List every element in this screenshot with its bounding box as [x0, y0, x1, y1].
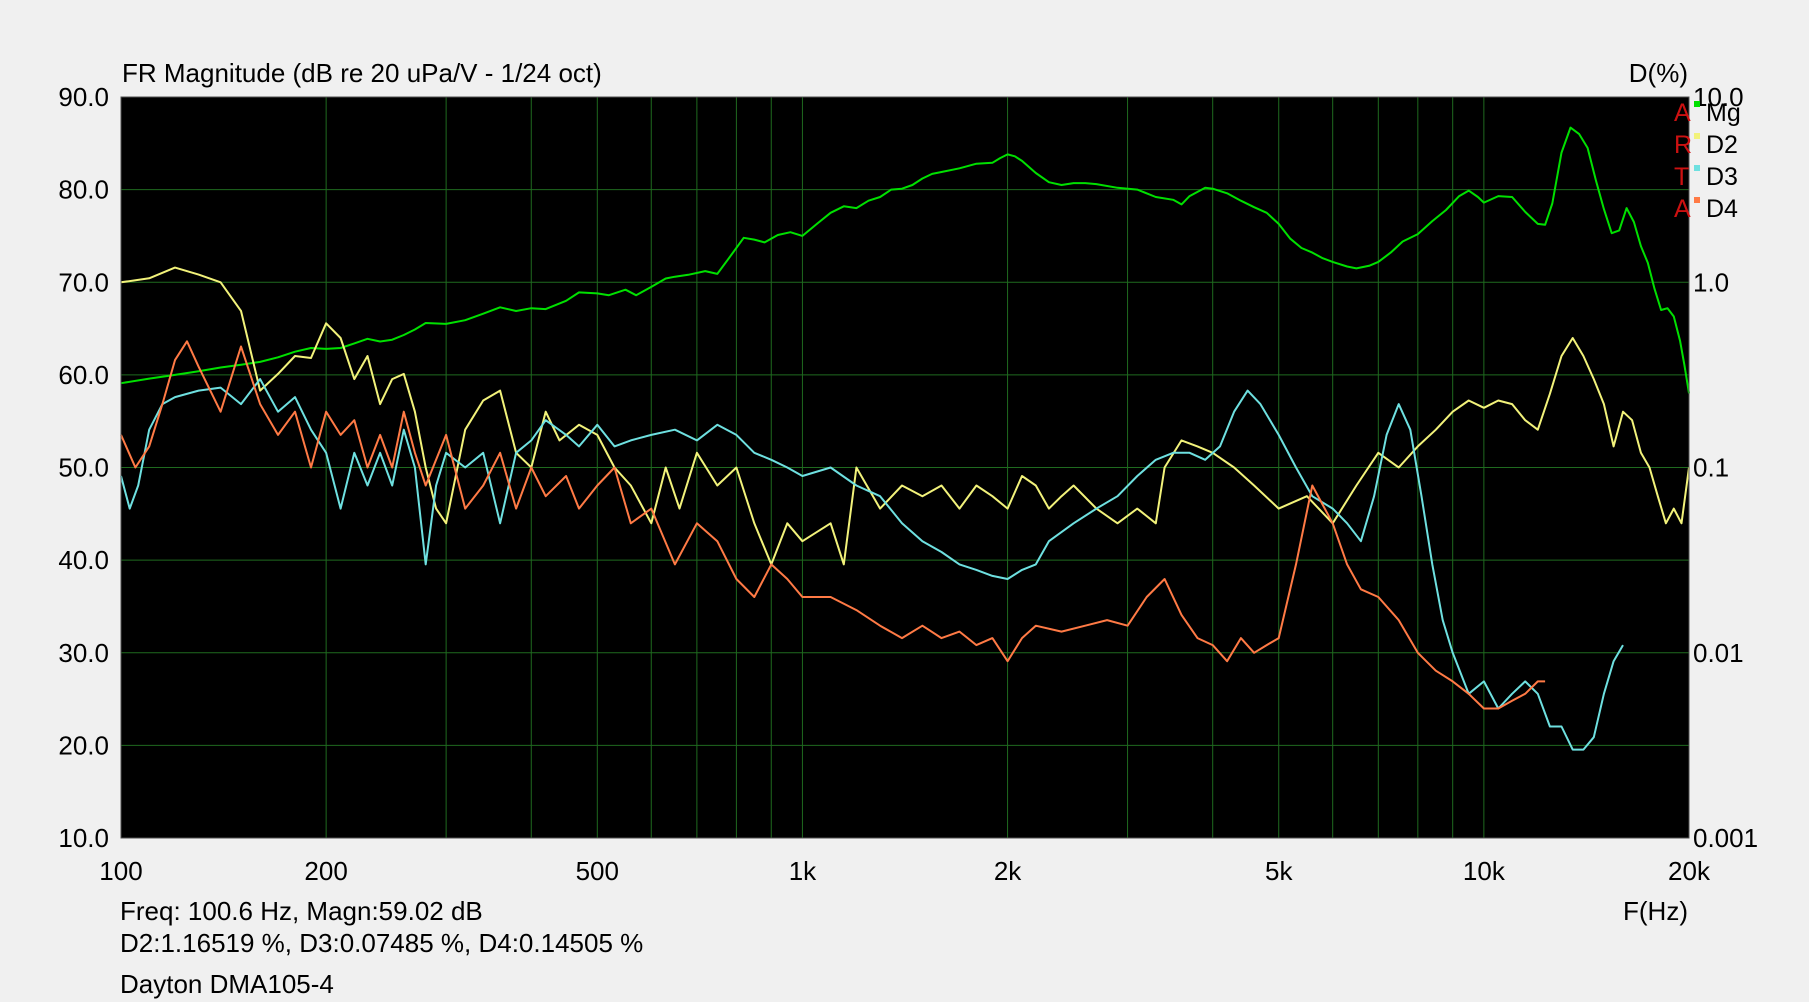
watermark-letter: A [1674, 99, 1691, 127]
x-tick-label: 200 [304, 856, 347, 886]
x-tick-label: 100 [99, 856, 142, 886]
right-axis-title: D(%) [1629, 58, 1688, 88]
series-d2-line [120, 266, 1690, 566]
series-layer [120, 126, 1690, 751]
chart-title: FR Magnitude (dB re 20 uPa/V - 1/24 oct) [122, 58, 602, 88]
y-right-tick-label: 0.001 [1693, 823, 1758, 853]
readout-frequency-magnitude: Freq: 100.6 Hz, Magn:59.02 dB [120, 896, 483, 926]
y-right-tick-labels: 100.010.01.00.10.010.001 [1693, 82, 1758, 853]
y-left-tick-label: 80.0 [58, 175, 109, 205]
watermark-letter: A [1674, 195, 1691, 223]
x-tick-label: 500 [576, 856, 619, 886]
series-mg-line [120, 126, 1690, 394]
x-tick-label: 2k [994, 856, 1022, 886]
x-tick-label: 5k [1265, 856, 1293, 886]
y-right-tick-label: 1.0 [1693, 267, 1729, 297]
watermark-letter: R [1674, 131, 1692, 159]
legend-marker-d2 [1694, 133, 1700, 139]
x-tick-label: 20k [1668, 856, 1711, 886]
legend-marker-mg [1694, 101, 1700, 107]
x-tick-labels: 100 200 500 1k 2k 5k 10k 20k [99, 856, 1711, 886]
y-left-tick-label: 70.0 [58, 267, 109, 297]
series-d3-line [120, 378, 1624, 751]
legend-marker-d3 [1694, 165, 1700, 171]
watermark-letter: T [1674, 163, 1689, 191]
y-right-tick-label: 0.01 [1693, 638, 1744, 668]
readout-distortion: D2:1.16519 %, D3:0.07485 %, D4:0.14505 % [120, 928, 643, 958]
y-left-tick-label: 50.0 [58, 453, 109, 483]
x-tick-label: 10k [1463, 856, 1506, 886]
legend-label-d4: D4 [1706, 195, 1738, 223]
legend-label-d3: D3 [1706, 163, 1738, 191]
readout-device-name: Dayton DMA105-4 [120, 969, 334, 999]
legend-label-mg: Mg [1706, 99, 1741, 127]
legend-label-d2: D2 [1706, 131, 1738, 159]
y-left-tick-label: 20.0 [58, 730, 109, 760]
y-left-tick-label: 30.0 [58, 638, 109, 668]
series-d4-line [120, 340, 1546, 710]
y-left-tick-label: 10.0 [58, 823, 109, 853]
legend-marker-d4 [1694, 197, 1700, 203]
grid-lines [121, 97, 1689, 838]
y-right-tick-label: 0.1 [1693, 453, 1729, 483]
x-axis-title: F(Hz) [1623, 896, 1688, 926]
y-left-tick-label: 40.0 [58, 545, 109, 575]
x-tick-label: 1k [789, 856, 817, 886]
y-left-tick-labels: 90.0 80.0 70.0 60.0 50.0 40.0 30.0 20.0 10.0 [58, 82, 109, 853]
y-left-tick-label: 60.0 [58, 360, 109, 390]
y-left-tick-label: 90.0 [58, 82, 109, 112]
y-right-tick-label: 10.0 [1693, 82, 1744, 112]
plot-frame [120, 96, 1690, 839]
